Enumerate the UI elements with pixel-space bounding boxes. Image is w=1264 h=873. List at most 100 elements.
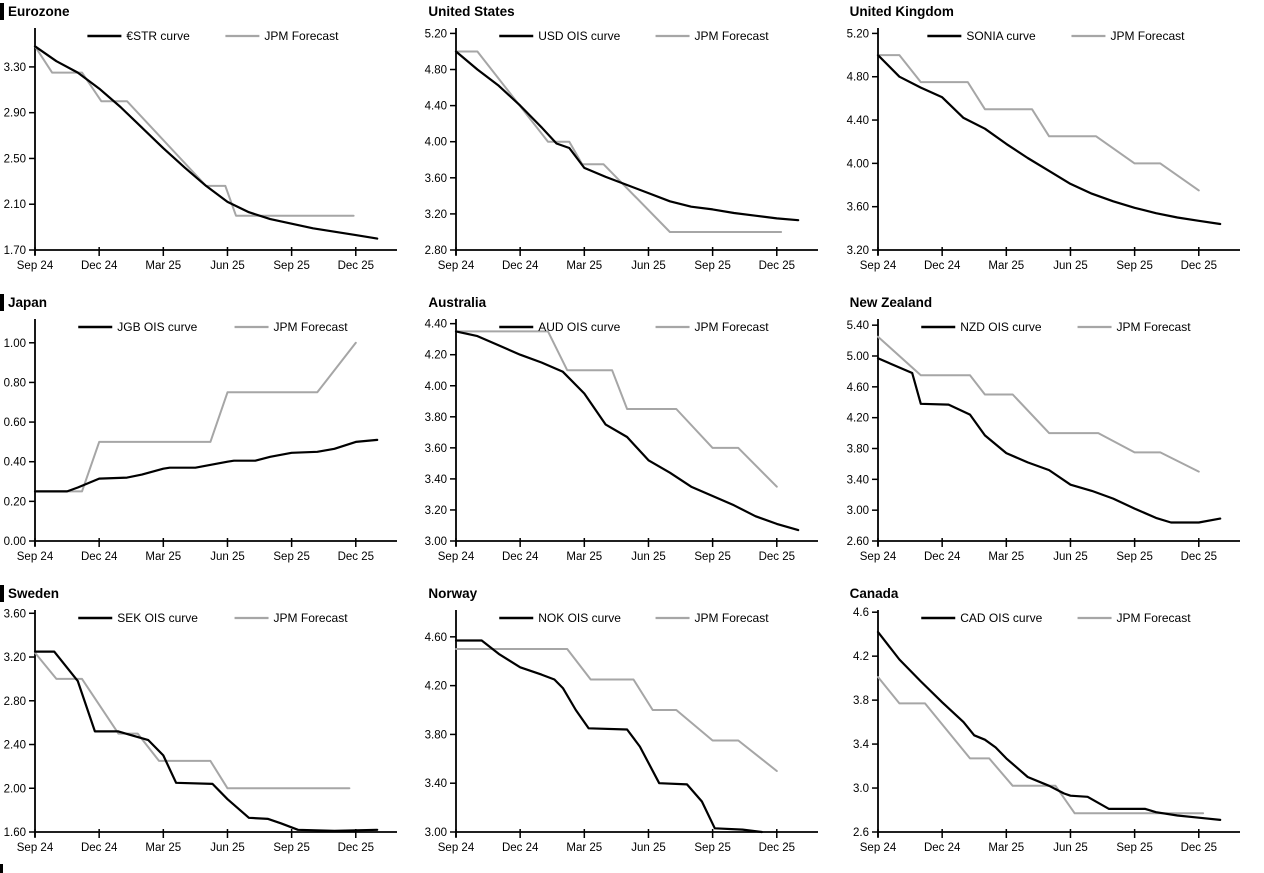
y-tick-label: 4.80 bbox=[425, 65, 447, 77]
series-line-str-curve bbox=[33, 45, 379, 240]
y-tick-label: 5.20 bbox=[425, 28, 447, 40]
chart-plot-canada: 2.6 3.0 3.4 3.8 4.2 4.6 Sep 24 Dec 24 Mar 25 Jun … bbox=[853, 607, 1240, 854]
y-tick-label: 3.80 bbox=[425, 412, 447, 424]
x-tick-label: Sep 24 bbox=[438, 260, 475, 272]
series-line-jpm-forecast bbox=[455, 50, 783, 233]
legend-label-jpm-forecast: JPM Forecast bbox=[274, 320, 349, 334]
x-tick-label: Dec 25 bbox=[338, 551, 374, 563]
chart-plot-united-kingdom: 3.20 3.60 4.00 4.40 4.80 5.20 Sep 24 Dec 24 Mar … bbox=[846, 28, 1240, 272]
legend-label-jpm-forecast: JPM Forecast bbox=[264, 29, 339, 43]
y-tick-label: 5.40 bbox=[846, 320, 868, 332]
series-line-jpm-forecast bbox=[876, 335, 1200, 473]
chart-title-row: Sweden bbox=[0, 582, 421, 604]
y-tick-label: 4.20 bbox=[425, 681, 447, 693]
series-line-cad-ois-curve bbox=[876, 630, 1221, 821]
x-tick-label: Sep 25 bbox=[273, 551, 309, 563]
x-tick-label: Mar 25 bbox=[988, 842, 1024, 854]
chart-cell-united-states: United States 2.80 3.20 3.60 4.00 4.40 4.80 5.2… bbox=[421, 0, 842, 291]
x-tick-label: Dec 24 bbox=[924, 551, 961, 563]
x-tick-label: Mar 25 bbox=[567, 551, 603, 563]
x-tick-label: Dec 24 bbox=[81, 842, 118, 854]
chart-title: United Kingdom bbox=[849, 3, 954, 19]
y-tick-label: 0.20 bbox=[4, 496, 26, 508]
y-tick-label: 3.0 bbox=[853, 783, 869, 795]
y-tick-label: 2.40 bbox=[4, 740, 26, 752]
y-tick-label: 4.60 bbox=[846, 382, 868, 394]
chart-title-row: United Kingdom bbox=[843, 0, 1264, 22]
chart-title-row: New Zealand bbox=[843, 291, 1264, 313]
y-tick-label: 3.20 bbox=[846, 245, 868, 257]
y-tick-label: 1.00 bbox=[4, 338, 26, 350]
x-tick-label: Sep 25 bbox=[273, 842, 309, 854]
y-tick-label: 3.60 bbox=[425, 173, 447, 185]
y-tick-label: 0.00 bbox=[4, 536, 26, 548]
x-tick-label: Sep 24 bbox=[859, 551, 896, 563]
chart-title-row: Australia bbox=[421, 291, 842, 313]
series-line-jpm-forecast bbox=[34, 45, 355, 217]
x-tick-label: Jun 25 bbox=[632, 260, 667, 272]
x-tick-label: Sep 24 bbox=[438, 842, 475, 854]
legend-label-cad-ois-curve: CAD OIS curve bbox=[960, 611, 1042, 625]
chart-cell-sweden: Sweden 1.60 2.00 2.40 2.80 3.20 3.60 Sep 24 Dec … bbox=[0, 582, 421, 873]
series-line-jpm-forecast bbox=[34, 651, 351, 790]
legend-label-nzd-ois-curve: NZD OIS curve bbox=[960, 320, 1042, 334]
chart-cell-eurozone: Eurozone 1.70 2.10 2.50 2.90 3.30 Sep 24 Dec 24… bbox=[0, 0, 421, 291]
y-tick-label: 3.00 bbox=[425, 536, 447, 548]
y-tick-label: 5.00 bbox=[846, 351, 868, 363]
legend-label-nok-ois-curve: NOK OIS curve bbox=[539, 611, 622, 625]
x-tick-label: Jun 25 bbox=[210, 260, 245, 272]
series-line-sek-ois-curve bbox=[33, 650, 379, 832]
y-tick-label: 3.00 bbox=[425, 827, 447, 839]
x-tick-label: Dec 25 bbox=[1180, 260, 1216, 272]
x-tick-label: Dec 25 bbox=[1180, 842, 1216, 854]
series-line-jpm-forecast bbox=[34, 341, 357, 493]
bottom-left-crop-mark bbox=[0, 864, 3, 873]
series-line-nzd-ois-curve bbox=[876, 357, 1221, 524]
y-tick-label: 3.20 bbox=[4, 652, 26, 664]
y-tick-label: 2.60 bbox=[846, 536, 868, 548]
chart-title-row: Japan bbox=[0, 291, 421, 313]
chart-title: United States bbox=[428, 3, 515, 19]
chart-title-row: United States bbox=[421, 0, 842, 22]
y-tick-label: 0.80 bbox=[4, 377, 26, 389]
x-tick-label: Sep 25 bbox=[695, 551, 731, 563]
y-tick-label: 4.80 bbox=[846, 72, 868, 84]
x-tick-label: Sep 25 bbox=[1116, 260, 1152, 272]
x-tick-label: Jun 25 bbox=[1053, 551, 1088, 563]
legend-label-jpm-forecast: JPM Forecast bbox=[695, 29, 770, 43]
chart-title-row: Norway bbox=[421, 582, 842, 604]
x-tick-label: Mar 25 bbox=[145, 260, 181, 272]
chart-title: New Zealand bbox=[849, 294, 933, 310]
y-tick-label: 5.20 bbox=[846, 28, 868, 40]
y-tick-label: 4.40 bbox=[425, 319, 447, 331]
chart-title-row: Eurozone bbox=[0, 0, 421, 22]
chart-title: Australia bbox=[428, 294, 487, 310]
y-tick-label: 2.00 bbox=[4, 783, 26, 795]
y-tick-label: 2.80 bbox=[425, 245, 447, 257]
chart-plot-japan: 0.00 0.20 0.40 0.60 0.80 1.00 Sep 24 Dec 24 Mar … bbox=[4, 319, 397, 563]
legend-label-jpm-forecast: JPM Forecast bbox=[1116, 611, 1191, 625]
x-tick-label: Mar 25 bbox=[145, 551, 181, 563]
x-tick-label: Jun 25 bbox=[210, 842, 245, 854]
x-tick-label: Dec 25 bbox=[1180, 551, 1216, 563]
chart-plot-sweden: 1.60 2.00 2.40 2.80 3.20 3.60 Sep 24 Dec 24 Mar … bbox=[4, 608, 397, 854]
y-tick-label: 4.00 bbox=[846, 158, 868, 170]
x-tick-label: Dec 24 bbox=[924, 842, 961, 854]
y-tick-label: 4.60 bbox=[425, 632, 447, 644]
chart-plot-new-zealand: 2.60 3.00 3.40 3.80 4.20 4.60 5.00 5.40 Sep 24 De… bbox=[846, 319, 1240, 563]
x-tick-label: Jun 25 bbox=[632, 842, 667, 854]
chart-cell-united-kingdom: United Kingdom 3.20 3.60 4.00 4.40 4.80 5.20 Se… bbox=[843, 0, 1264, 291]
chart-plot-norway: 3.00 3.40 3.80 4.20 4.60 Sep 24 Dec 24 Mar 25 Ju… bbox=[425, 610, 819, 854]
chart-cell-australia: Australia 3.00 3.20 3.40 3.60 3.80 4.00 4.20 4.4… bbox=[421, 291, 842, 582]
y-tick-label: 3.20 bbox=[425, 209, 447, 221]
y-tick-label: 3.60 bbox=[4, 608, 26, 620]
x-tick-label: Sep 25 bbox=[695, 260, 731, 272]
x-tick-label: Dec 24 bbox=[502, 842, 539, 854]
x-tick-label: Dec 25 bbox=[338, 260, 374, 272]
y-tick-label: 3.00 bbox=[846, 505, 868, 517]
y-tick-label: 3.20 bbox=[425, 505, 447, 517]
series-line-jpm-forecast bbox=[876, 676, 1204, 815]
x-tick-label: Sep 25 bbox=[1116, 551, 1152, 563]
y-tick-label: 2.80 bbox=[4, 696, 26, 708]
